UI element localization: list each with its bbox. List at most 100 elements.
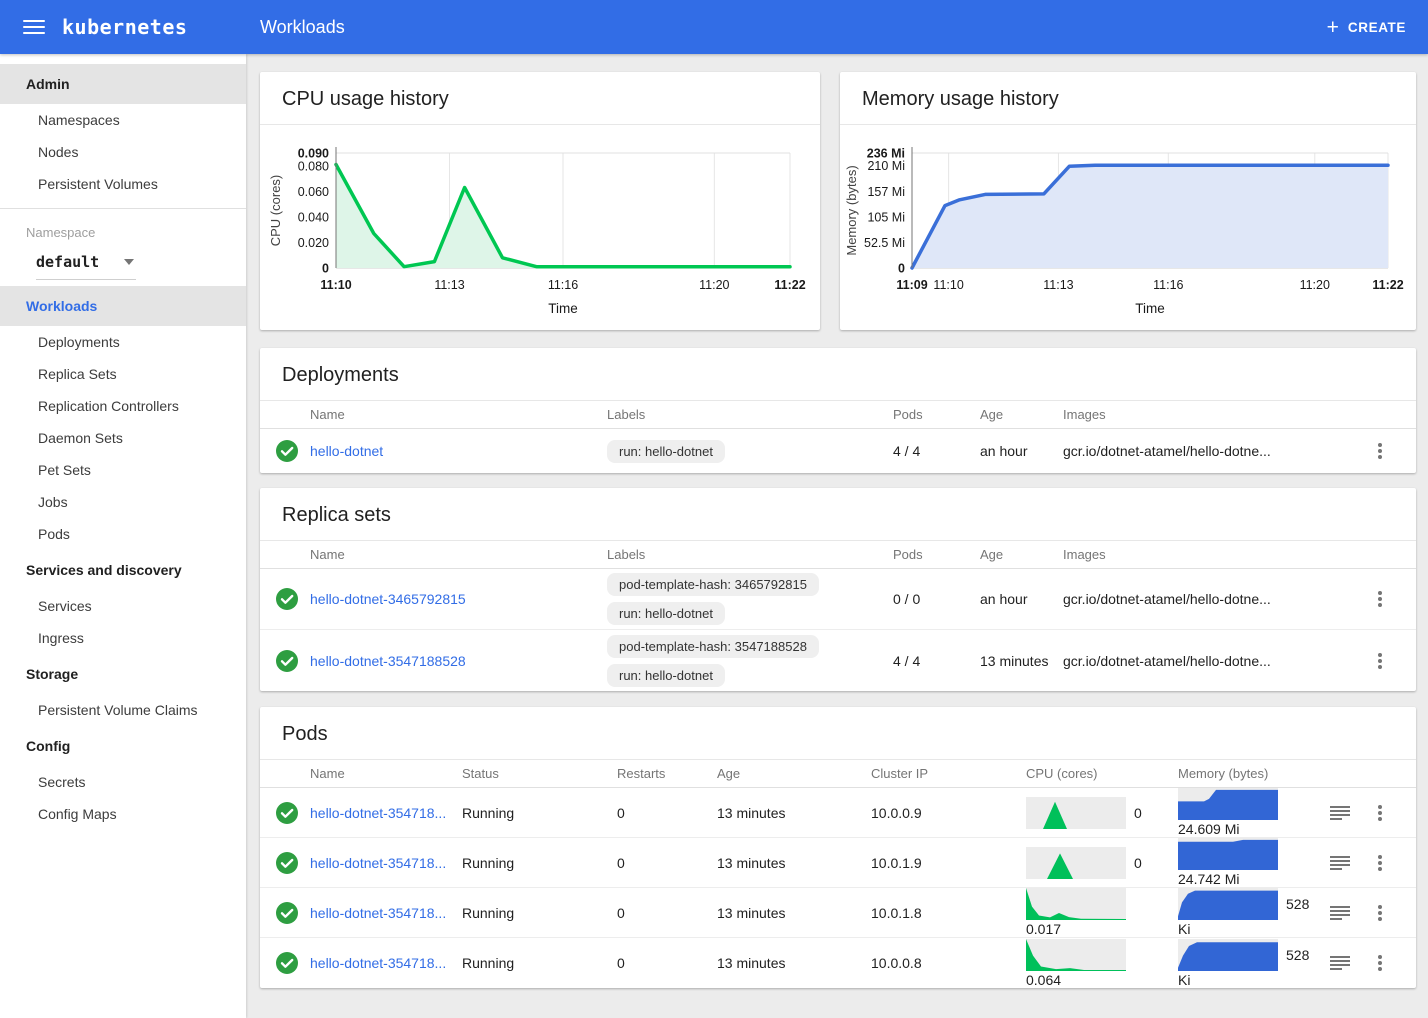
pod-restarts: 0 <box>617 955 625 971</box>
column-header-age: Age <box>980 407 1004 422</box>
sidebar-item-pet-sets[interactable]: Pet Sets <box>38 462 91 478</box>
kubernetes-logo[interactable]: kubernetes <box>62 15 188 39</box>
logs-icon[interactable] <box>1330 804 1350 822</box>
row-menu-icon[interactable] <box>1374 585 1386 613</box>
resource-name-link[interactable]: hello-dotnet <box>310 443 384 459</box>
namespace-selected-value: default <box>36 253 100 271</box>
sidebar-item-persistent-volume-claims[interactable]: Persistent Volume Claims <box>38 702 198 718</box>
column-header-cluster-ip: Cluster IP <box>871 766 929 781</box>
column-header-images: Images <box>1063 407 1106 422</box>
sidebar-item-services[interactable]: Services <box>38 598 92 614</box>
svg-text:11:16: 11:16 <box>1153 278 1183 292</box>
svg-text:Memory (bytes): Memory (bytes) <box>844 165 859 255</box>
cpu-metric: 0.064 <box>1026 938 1178 988</box>
logs-icon[interactable] <box>1330 904 1350 922</box>
row-menu-icon[interactable] <box>1374 437 1386 465</box>
sidebar-group-services-and-discovery[interactable]: Services and discovery <box>26 562 182 578</box>
pod-name-link[interactable]: hello-dotnet-354718... <box>310 904 447 921</box>
column-header-name: Name <box>310 547 345 562</box>
top-app-bar: kubernetes Workloads + CREATE <box>0 0 1428 54</box>
status-ok-icon <box>276 588 298 610</box>
sparkline-chart <box>1026 888 1126 920</box>
cpu-metric: 0 <box>1026 796 1178 829</box>
column-header-images: Images <box>1063 547 1106 562</box>
sidebar-item-deployments[interactable]: Deployments <box>38 334 120 350</box>
label-chip: run: hello-dotnet <box>607 602 725 625</box>
label-chips: pod-template-hash: 3547188528 run: hello-… <box>607 634 893 687</box>
pods-card: Pods Name Status Restarts Age Cluster IP CPU … <box>260 707 1416 988</box>
pods-count: 0 / 0 <box>893 591 921 607</box>
svg-text:11:22: 11:22 <box>1372 278 1403 292</box>
resource-name-link[interactable]: hello-dotnet-3547188528 <box>310 652 466 669</box>
pod-row: hello-dotnet-354718... Running 0 13 minutes… <box>260 938 1416 988</box>
svg-text:0.040: 0.040 <box>298 210 329 224</box>
sidebar-group-admin[interactable]: Admin <box>0 64 246 104</box>
namespace-select[interactable]: default <box>36 253 136 280</box>
cpu-value: 0 <box>1134 854 1142 871</box>
pod-name-link[interactable]: hello-dotnet-354718... <box>310 854 447 871</box>
namespace-label: Namespace <box>26 225 96 240</box>
logs-icon[interactable] <box>1330 854 1350 872</box>
sparkline-chart <box>1178 788 1278 820</box>
row-menu-icon[interactable] <box>1374 949 1386 977</box>
pod-age: 13 minutes <box>717 854 786 871</box>
resource-name-link[interactable]: hello-dotnet-3465792815 <box>310 591 466 607</box>
hamburger-menu-icon[interactable] <box>23 16 45 38</box>
pods-table: Name Status Restarts Age Cluster IP CPU (core… <box>260 760 1416 988</box>
row-menu-icon[interactable] <box>1374 647 1386 675</box>
pod-row: hello-dotnet-354718... Running 0 13 minutes… <box>260 838 1416 888</box>
sidebar-item-pods[interactable]: Pods <box>38 526 70 542</box>
sidebar-item-persistent-volumes[interactable]: Persistent Volumes <box>38 176 158 192</box>
sidebar-item-config-maps[interactable]: Config Maps <box>38 806 117 822</box>
pod-restarts: 0 <box>617 804 625 821</box>
cpu-usage-chart: 0 0.020 0.040 0.060 0.080 0.090 11:10 11:13 11:1… <box>260 125 820 330</box>
sidebar-nav: Admin Namespaces Nodes Persistent Volumes Na… <box>0 54 246 1018</box>
sidebar-item-replication-controllers[interactable]: Replication Controllers <box>38 398 179 414</box>
sidebar-item-replica-sets[interactable]: Replica Sets <box>38 366 117 382</box>
svg-text:157 Mi: 157 Mi <box>867 185 905 199</box>
pod-age: 13 minutes <box>717 804 786 821</box>
svg-text:11:09: 11:09 <box>896 278 927 292</box>
svg-text:210 Mi: 210 Mi <box>867 159 905 173</box>
sidebar-item-daemon-sets[interactable]: Daemon Sets <box>38 430 123 446</box>
pod-age: 13 minutes <box>717 904 786 921</box>
svg-text:52.5 Mi: 52.5 Mi <box>864 236 905 250</box>
memory-metric: 528 Ki <box>1178 938 1320 988</box>
sidebar-group-config[interactable]: Config <box>26 738 71 754</box>
svg-text:11:10: 11:10 <box>933 278 963 292</box>
create-button[interactable]: + CREATE <box>1327 17 1406 38</box>
svg-text:11:20: 11:20 <box>1300 278 1330 292</box>
images-value: gcr.io/dotnet-atamel/hello-dotne... <box>1063 443 1271 459</box>
table-row: hello-dotnet-3465792815 pod-template-hash… <box>260 569 1416 630</box>
sidebar-group-workloads[interactable]: Workloads <box>0 286 246 326</box>
status-ok-icon <box>276 649 298 672</box>
sidebar-group-storage[interactable]: Storage <box>26 666 79 682</box>
pod-name-link[interactable]: hello-dotnet-354718... <box>310 955 447 971</box>
table-header-row: Name Labels Pods Age Images <box>260 541 1416 569</box>
sidebar-item-jobs[interactable]: Jobs <box>38 494 68 510</box>
label-chips: pod-template-hash: 3465792815 run: hello-… <box>607 573 893 625</box>
svg-text:0.020: 0.020 <box>298 236 329 250</box>
svg-text:11:16: 11:16 <box>548 278 578 292</box>
pod-name-link[interactable]: hello-dotnet-354718... <box>310 804 447 821</box>
svg-text:236 Mi: 236 Mi <box>867 147 905 161</box>
memory-usage-chart: 0 52.5 Mi 105 Mi 157 Mi 210 Mi 236 Mi 11:09 11:… <box>840 125 1416 330</box>
status-ok-icon <box>276 440 298 462</box>
svg-text:0.060: 0.060 <box>298 185 329 199</box>
sidebar-item-ingress[interactable]: Ingress <box>38 630 84 646</box>
column-header-labels: Labels <box>607 547 646 562</box>
row-menu-icon[interactable] <box>1374 899 1386 927</box>
sidebar-item-namespaces[interactable]: Namespaces <box>38 112 120 128</box>
sidebar-item-secrets[interactable]: Secrets <box>38 774 86 790</box>
column-header-status: Status <box>462 766 499 781</box>
memory-metric: 528 Ki <box>1178 888 1320 937</box>
row-menu-icon[interactable] <box>1374 799 1386 827</box>
sidebar-item-nodes[interactable]: Nodes <box>38 144 79 160</box>
memory-value: Ki <box>1178 971 1191 988</box>
logs-icon[interactable] <box>1330 954 1350 972</box>
sidebar-divider <box>0 208 246 209</box>
column-header-restarts: Restarts <box>617 766 666 781</box>
row-menu-icon[interactable] <box>1374 849 1386 877</box>
